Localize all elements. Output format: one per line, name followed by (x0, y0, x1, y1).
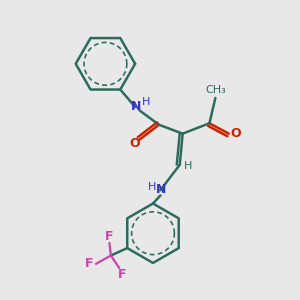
Text: F: F (105, 230, 114, 243)
Text: H: H (148, 182, 156, 192)
Text: O: O (129, 137, 140, 150)
Text: F: F (85, 257, 94, 270)
Text: CH₃: CH₃ (206, 85, 226, 95)
Text: H: H (184, 161, 192, 171)
Text: N: N (156, 183, 166, 196)
Text: N: N (130, 100, 141, 113)
Text: F: F (118, 268, 126, 281)
Text: H: H (142, 97, 151, 106)
Text: O: O (230, 127, 241, 140)
